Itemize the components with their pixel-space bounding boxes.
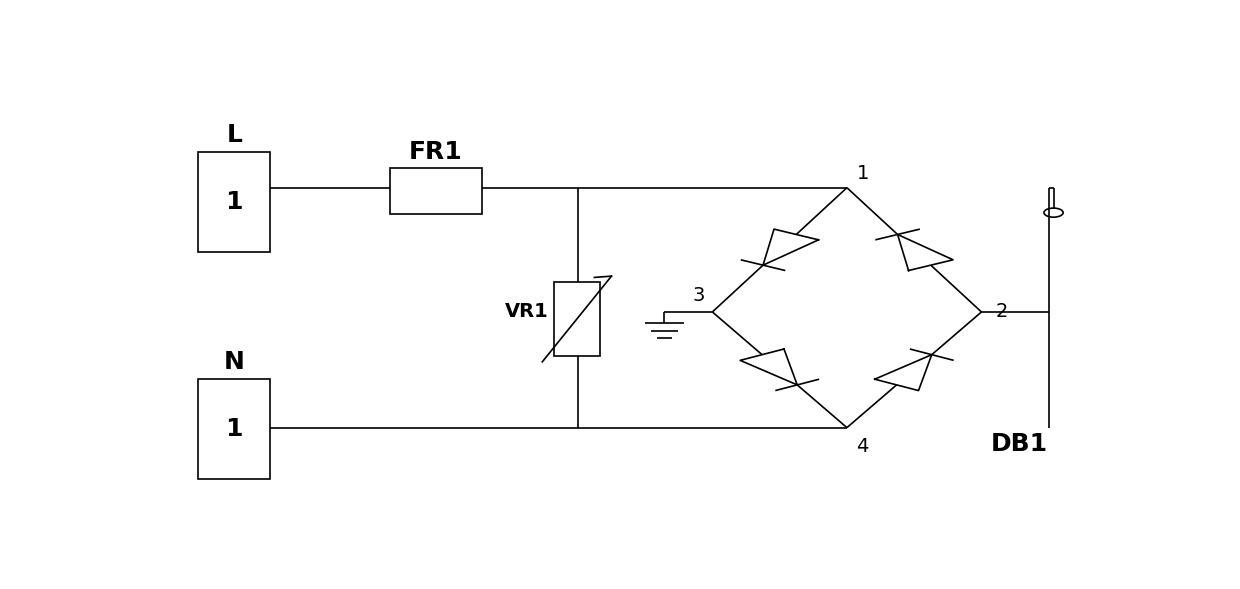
Bar xyxy=(391,168,481,214)
Bar xyxy=(554,282,600,356)
Text: N: N xyxy=(224,350,244,373)
Text: 4: 4 xyxy=(857,436,869,456)
Text: VR1: VR1 xyxy=(505,302,549,321)
Text: 1: 1 xyxy=(226,190,243,214)
Text: L: L xyxy=(227,123,242,147)
Text: 1: 1 xyxy=(857,164,869,183)
Bar xyxy=(198,153,270,252)
Text: FR1: FR1 xyxy=(409,140,463,164)
Text: DB1: DB1 xyxy=(991,432,1048,456)
Bar xyxy=(198,379,270,479)
Text: 1: 1 xyxy=(226,417,243,441)
Text: 3: 3 xyxy=(692,286,704,305)
Text: 2: 2 xyxy=(996,303,1008,322)
